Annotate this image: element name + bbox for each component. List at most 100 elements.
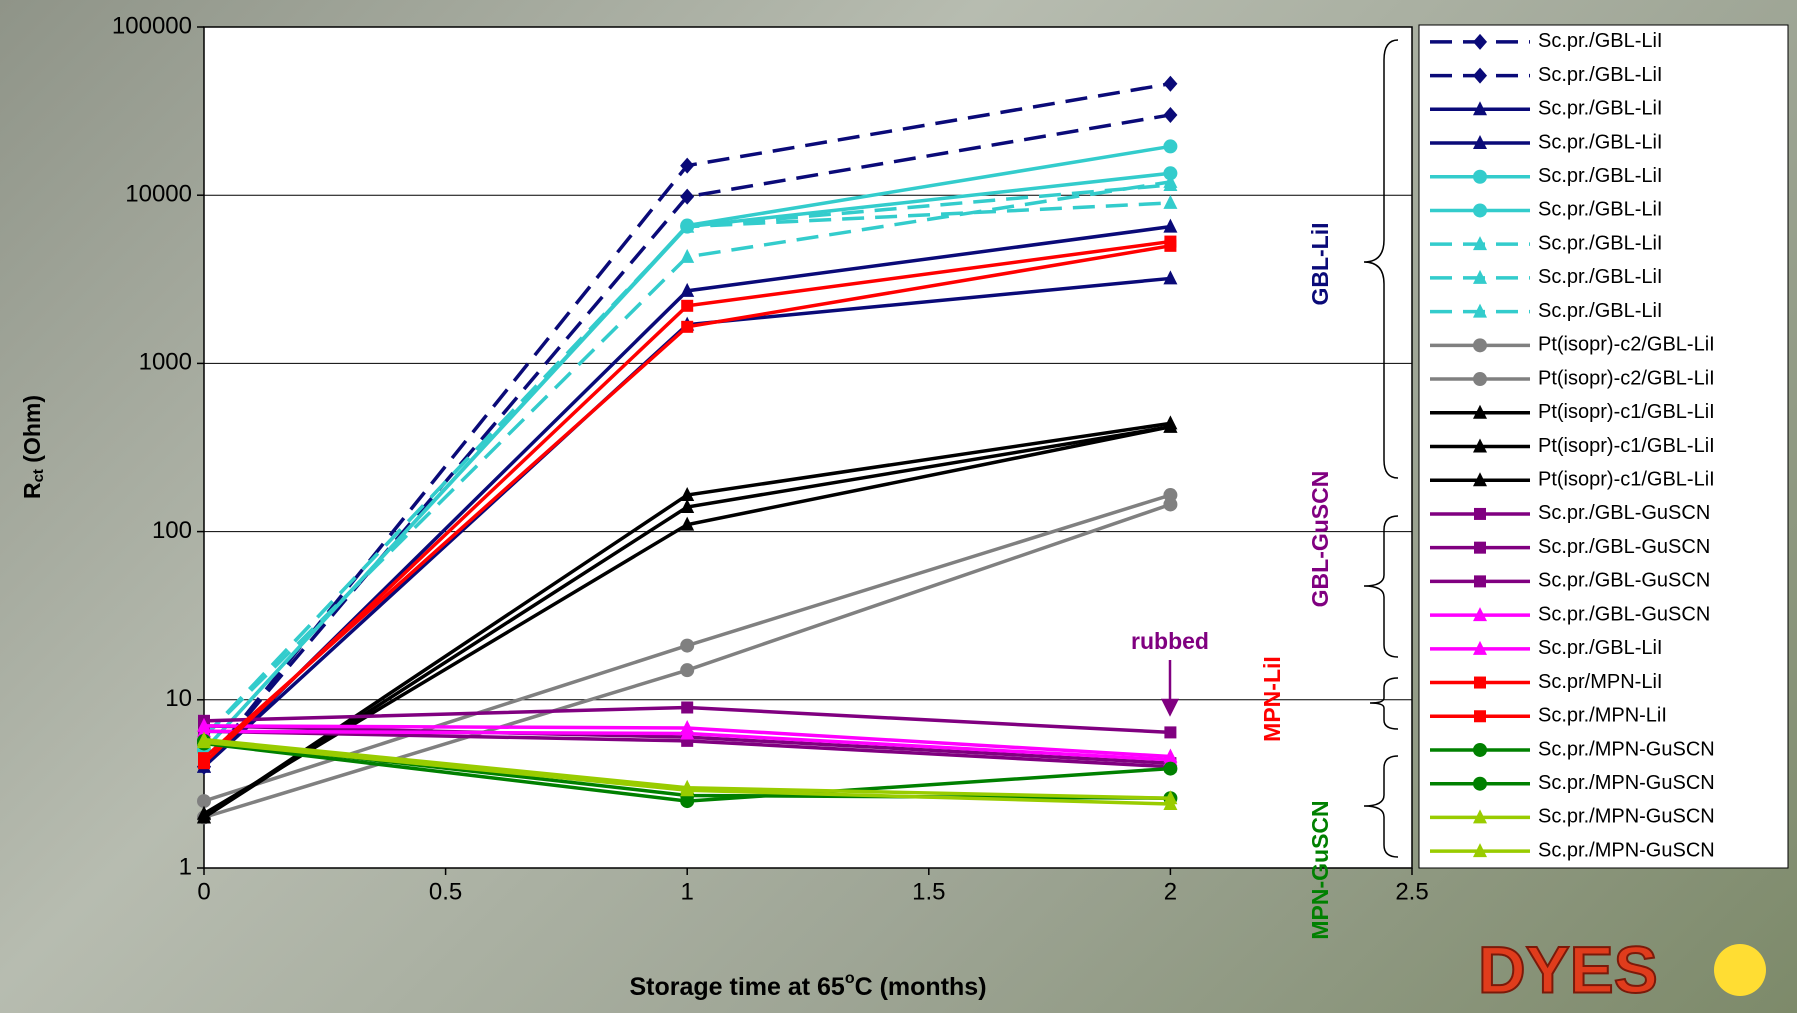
marker — [680, 782, 695, 797]
legend-marker — [1473, 607, 1487, 622]
marker — [1163, 497, 1178, 512]
group-label: GBL-GuSCN — [1307, 471, 1333, 608]
legend-label: Pt(isopr)-c1/GBL-LiI — [1538, 469, 1715, 491]
marker — [681, 320, 694, 333]
x-tick-label: 1.5 — [912, 878, 945, 905]
marker — [1163, 761, 1178, 776]
marker — [680, 157, 695, 174]
legend-label: Sc.pr./MPN-GuSCN — [1538, 772, 1715, 794]
legend-label: Sc.pr./GBL-LiI — [1538, 266, 1663, 288]
marker — [680, 638, 695, 653]
marker — [680, 487, 695, 502]
legend-label: Pt(isopr)-c2/GBL-LiI — [1538, 334, 1715, 356]
annotation: rubbed — [1131, 628, 1209, 654]
marker — [197, 794, 211, 809]
marker — [681, 701, 694, 714]
legend-marker — [1473, 135, 1487, 150]
braces — [1363, 39, 1399, 858]
legend-marker — [1473, 33, 1487, 50]
marker — [680, 499, 695, 514]
legend-marker — [1474, 575, 1486, 588]
y-tick-label: 10000 — [125, 181, 192, 208]
marker — [1163, 176, 1178, 191]
marker — [1164, 726, 1177, 739]
legend-label: Sc.pr./GBL-LiI — [1538, 30, 1663, 52]
legend-label: Sc.pr./GBL-LiI — [1538, 98, 1663, 120]
legend-marker — [1473, 338, 1487, 353]
legend-label: Sc.pr./GBL-GuSCN — [1538, 502, 1710, 524]
y-tick-label: 10 — [165, 685, 192, 712]
marker — [198, 752, 210, 765]
legend-label: Sc.pr./GBL-GuSCN — [1538, 536, 1710, 558]
x-tick-label: 2 — [1164, 878, 1177, 905]
marker — [197, 723, 211, 738]
marker — [680, 516, 695, 531]
legend-label: Pt(isopr)-c1/GBL-LiI — [1538, 435, 1715, 457]
legend-label: Sc.pr./MPN-GuSCN — [1538, 738, 1715, 760]
legend-marker — [1474, 710, 1486, 723]
legend-marker — [1473, 236, 1487, 251]
marker — [1163, 796, 1178, 811]
legend-label: Sc.pr./GBL-GuSCN — [1538, 570, 1710, 592]
marker — [1163, 751, 1178, 766]
legend-label: Sc.pr./MPN-GuSCN — [1538, 839, 1715, 861]
legend-label: Sc.pr./GBL-LiI — [1538, 165, 1663, 187]
marker — [197, 734, 211, 749]
marker — [1163, 75, 1178, 92]
marker — [680, 248, 695, 263]
marker — [680, 663, 695, 678]
legend-marker — [1473, 472, 1487, 487]
legend-label: Sc.pr./GBL-LiI — [1538, 232, 1663, 254]
legend-marker — [1474, 676, 1486, 689]
legend-marker — [1474, 541, 1486, 554]
legend-marker — [1473, 101, 1487, 116]
legend-marker — [1473, 776, 1487, 791]
legend-label: Sc.pr./GBL-GuSCN — [1538, 603, 1710, 625]
x-tick-label: 1 — [681, 878, 694, 905]
legend-label: Sc.pr./GBL-LiI — [1538, 131, 1663, 153]
legend-label: Sc.pr./GBL-LiI — [1538, 637, 1663, 659]
x-tick-label: 0.5 — [429, 878, 462, 905]
marker — [681, 299, 694, 312]
y-tick-label: 100 — [152, 517, 192, 544]
legend-marker — [1473, 809, 1487, 824]
legend-marker — [1473, 169, 1487, 184]
legend-label: Pt(isopr)-c2/GBL-LiI — [1538, 367, 1715, 389]
marker — [680, 188, 695, 205]
y-tick-label: 100000 — [112, 12, 192, 39]
marker — [680, 282, 695, 297]
logo-sun — [1714, 944, 1766, 996]
x-tick-label: 2.5 — [1395, 878, 1428, 905]
marker — [1163, 218, 1178, 233]
x-tick-label: 0 — [197, 878, 210, 905]
legend-label: Sc.pr./GBL-LiI — [1538, 64, 1663, 86]
legend-marker — [1473, 843, 1487, 858]
y-axis-title: Rct (Ohm) — [19, 395, 47, 499]
marker — [1164, 239, 1177, 252]
logo: DYES — [1478, 932, 1658, 1006]
legend-marker — [1473, 640, 1487, 655]
marker — [197, 805, 211, 820]
legend-marker — [1473, 303, 1487, 318]
legend-marker — [1474, 507, 1486, 520]
annotation-arrow — [1160, 660, 1180, 717]
group-label: MPN-GuSCN — [1307, 800, 1333, 939]
legend-label: Sc.pr/MPN-LiI — [1538, 671, 1662, 693]
marker — [680, 218, 695, 233]
marker — [1163, 418, 1178, 433]
legend-marker — [1473, 372, 1487, 387]
marker — [1163, 106, 1178, 123]
legend-label: Sc.pr./GBL-LiI — [1538, 199, 1663, 221]
marker — [1163, 270, 1178, 285]
legend-label: Sc.pr./MPN-GuSCN — [1538, 806, 1715, 828]
marker — [1163, 166, 1178, 181]
legend-marker — [1473, 67, 1487, 84]
y-tick-label: 1 — [179, 853, 192, 880]
marker — [680, 725, 695, 740]
legend-marker — [1473, 269, 1487, 284]
legend-label: Pt(isopr)-c1/GBL-LiI — [1538, 401, 1715, 423]
group-label: MPN-LiI — [1259, 656, 1285, 742]
y-tick-label: 1000 — [139, 349, 192, 376]
marker — [1163, 194, 1178, 209]
